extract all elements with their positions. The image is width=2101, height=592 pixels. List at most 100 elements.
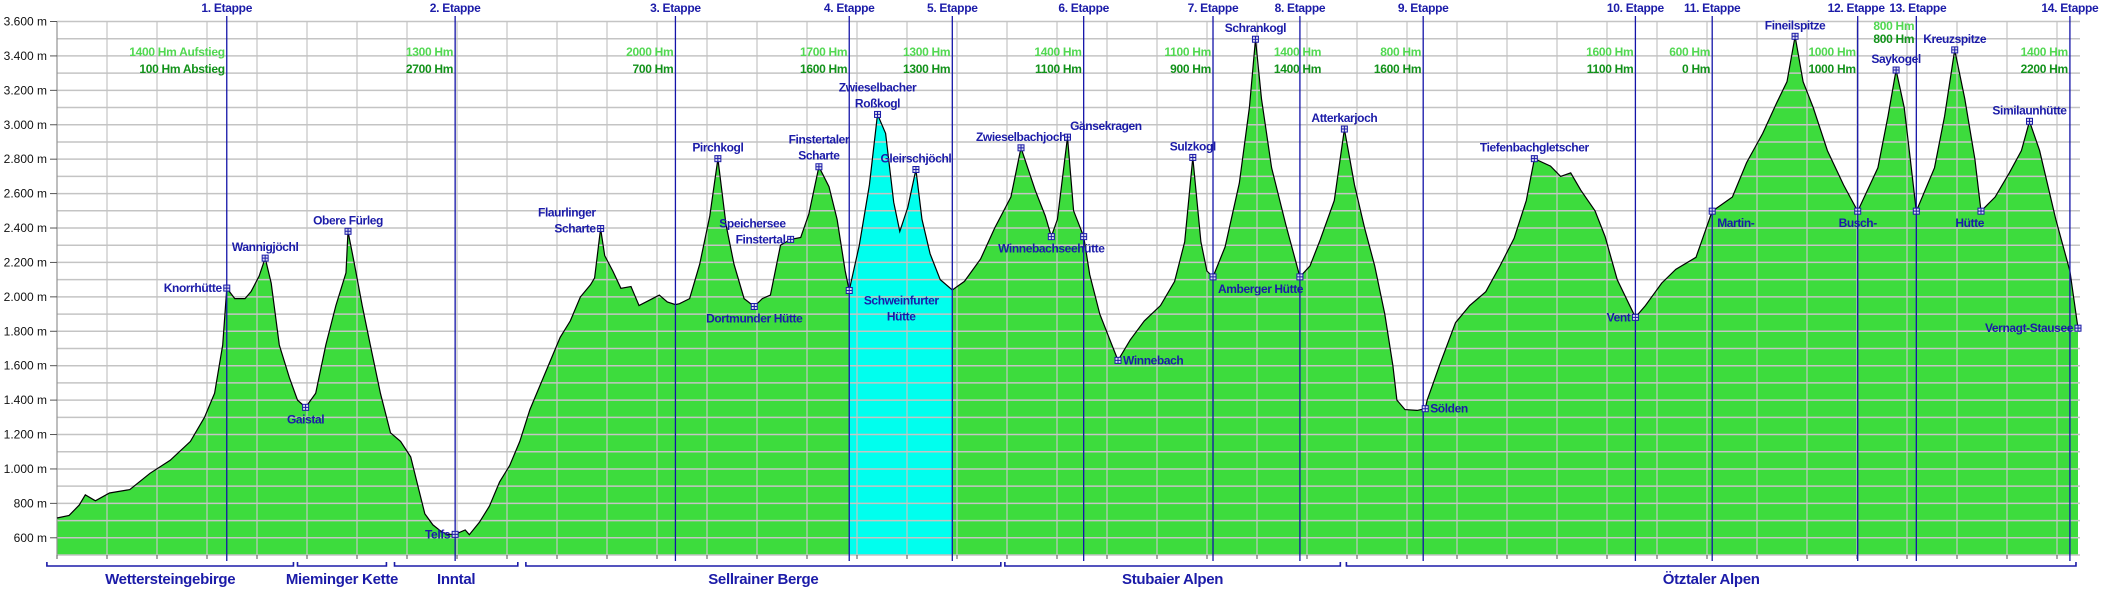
- region-bracket: [46, 562, 295, 567]
- marker-cross: [1709, 208, 1716, 215]
- marker-cross: [1080, 233, 1087, 240]
- region-label: Stubaier Alpen: [1122, 571, 1223, 588]
- stage-ascent: 1400 Hm Aufstieg: [129, 45, 224, 59]
- stage-descent: 2200 Hm: [2021, 62, 2068, 76]
- stage-descent: 800 Hm: [1873, 32, 1914, 46]
- place-label: Scharte: [798, 149, 840, 163]
- region-bracket: [296, 562, 388, 567]
- place-label: Hütte: [1955, 216, 1984, 230]
- waypoint-marker-icon: [815, 163, 823, 171]
- marker-cross: [597, 225, 604, 232]
- highlighted-stage-area: [849, 114, 953, 555]
- place-label: Obere Fürleg: [313, 213, 383, 227]
- stage-label: 4. Etappe: [824, 1, 875, 15]
- marker-cross: [1977, 208, 1984, 215]
- region-bracket: [1004, 562, 1342, 567]
- y-tick-label: 2.000 m: [4, 290, 47, 304]
- stage-descent: 1400 Hm: [1274, 62, 1321, 76]
- place-label: Kreuzspitze: [1923, 32, 1987, 46]
- place-label: Tiefenbachgletscher: [1480, 141, 1590, 155]
- place-label: Finstertal: [736, 232, 786, 246]
- stage-ascent: 1400 Hm: [1274, 45, 1321, 59]
- waypoint-marker-icon: [1017, 144, 1025, 152]
- waypoint-marker-icon: [1791, 32, 1799, 40]
- region-label-part: Mieminger: [286, 571, 359, 588]
- marker-cross: [1018, 144, 1025, 151]
- waypoint-marker-icon: [845, 286, 853, 294]
- stage-label: 2. Etappe: [430, 1, 481, 15]
- stage-ascent: 800 Hm: [1873, 19, 1914, 33]
- stage-descent: 1600 Hm: [800, 62, 847, 76]
- region-label-part: Sellrainer Berge: [708, 571, 818, 588]
- place-label: Vernagt-Stausee: [1985, 321, 2074, 335]
- stage-label: 9. Etappe: [1398, 1, 1449, 15]
- y-tick-label: 2.600 m: [4, 187, 47, 201]
- stage-ascent: 1400 Hm: [2021, 45, 2068, 59]
- place-label: Pirchkogl: [692, 141, 743, 155]
- marker-cross: [1189, 154, 1196, 161]
- place-label: Atterkarjoch: [1311, 111, 1377, 125]
- place-label: Martin-: [1717, 216, 1755, 230]
- place-label: Saykogel: [1871, 52, 1921, 66]
- region-label-part: Inntal: [437, 571, 475, 588]
- region-label: Sellrainer Berge: [708, 571, 818, 588]
- place-label: Winnebach: [1123, 353, 1183, 367]
- place-label: Roßkogl: [855, 96, 900, 110]
- marker-cross: [815, 163, 822, 170]
- place-label: Scharte: [554, 222, 596, 236]
- marker-cross: [1210, 273, 1217, 280]
- marker-cross: [2026, 118, 2033, 125]
- region-label: Mieminger Kette: [286, 571, 398, 588]
- stage-label: 6. Etappe: [1058, 1, 1109, 15]
- waypoint-marker-icon: [1530, 155, 1538, 163]
- marker-cross: [1632, 314, 1639, 321]
- stage-label: 12. Etappe: [1828, 1, 1886, 15]
- marker-cross: [1341, 126, 1348, 133]
- marker-cross: [2075, 325, 2081, 332]
- place-label: Sulzkogl: [1170, 139, 1216, 153]
- y-tick-label: 800 m: [14, 496, 47, 510]
- place-label: Gleirschjöchl: [881, 152, 952, 166]
- stage-ascent: 800 Hm: [1380, 45, 1421, 59]
- stage-ascent: 600 Hm: [1669, 45, 1710, 59]
- stage-descent: 700 Hm: [633, 62, 674, 76]
- y-tick-label: 1.800 m: [4, 324, 47, 338]
- place-label: Hütte: [887, 309, 916, 323]
- marker-cross: [1792, 33, 1799, 40]
- stage-label: 14. Etappe: [2041, 1, 2099, 15]
- waypoint-marker-icon: [1854, 207, 1862, 215]
- marker-cross: [912, 166, 919, 173]
- place-label: Winnebachseehütte: [998, 242, 1105, 256]
- waypoint-marker-icon: [787, 235, 795, 243]
- marker-cross: [1115, 357, 1122, 364]
- region-bracket: [1345, 562, 2077, 567]
- places-layer: Knorrhütte Wannigjöchl Gaistal Obere Fürleg…: [164, 18, 2082, 541]
- y-tick-label: 2.800 m: [4, 152, 47, 166]
- place-label: Speichersee: [719, 216, 786, 230]
- y-tick-label: 1.400 m: [4, 393, 47, 407]
- place-label: Fineilspitze: [1765, 18, 1826, 32]
- stage-label: 1. Etappe: [201, 1, 252, 15]
- region-label-part: Stubaier Alpen: [1122, 571, 1223, 588]
- region-bracket: [393, 562, 519, 567]
- marker-cross: [1913, 208, 1920, 215]
- stage-ascent: 1400 Hm: [1034, 45, 1081, 59]
- region-label-part: Ötztaler Alpen: [1663, 571, 1760, 588]
- waypoint-marker-icon: [344, 227, 352, 235]
- waypoint-marker-icon: [2025, 117, 2033, 125]
- y-tick-label: 3.400 m: [4, 49, 47, 63]
- stage-descent: 1300 Hm: [903, 62, 950, 76]
- profile-outline-layer: [56, 36, 2079, 536]
- marker-cross: [1422, 405, 1429, 412]
- waypoint-marker-icon: [874, 110, 882, 118]
- waypoint-marker-icon: [1064, 133, 1071, 141]
- waypoint-marker-icon: [1892, 66, 1900, 74]
- stage-descent: 1100 Hm: [1035, 62, 1082, 76]
- waypoint-marker-icon: [261, 254, 269, 262]
- stage-descent: 2700 Hm: [406, 62, 453, 76]
- waypoint-marker-icon: [1977, 207, 1985, 215]
- profile-fill-layer: [57, 36, 2078, 556]
- grid-layer: [56, 20, 2080, 559]
- marker-cross: [452, 531, 459, 538]
- place-label: Schrankogl: [1225, 21, 1286, 35]
